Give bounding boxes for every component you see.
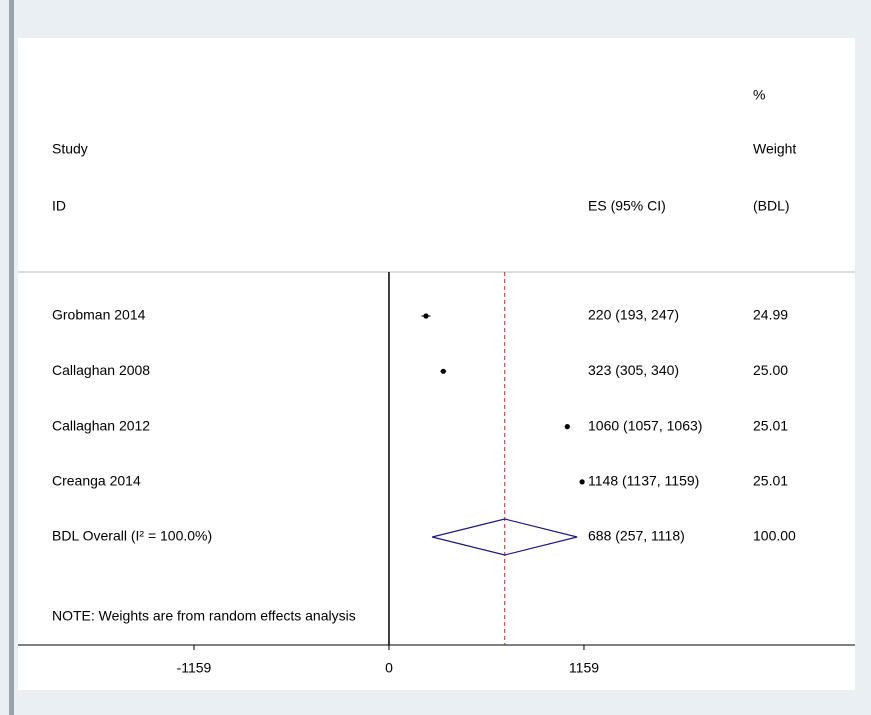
es-label: 688 (257, 1118) <box>588 528 685 544</box>
header-id: ID <box>52 198 66 214</box>
weight-label: 25.00 <box>753 362 788 378</box>
study-label: Callaghan 2008 <box>52 362 150 378</box>
header-weight: % <box>753 87 765 103</box>
es-label: 220 (193, 247) <box>588 307 679 323</box>
header-study: Study <box>52 141 88 157</box>
point-estimate <box>579 479 585 485</box>
weight-label: 100.00 <box>753 528 796 544</box>
es-label: 1148 (1137, 1159) <box>588 473 699 489</box>
x-tick-label: 0 <box>385 660 393 676</box>
header-weight: (BDL) <box>753 198 790 214</box>
side-strip <box>9 0 14 715</box>
es-label: 1060 (1057, 1063) <box>588 417 702 433</box>
weight-label: 25.01 <box>753 473 788 489</box>
x-tick-label: 1159 <box>569 660 599 676</box>
plot-panel <box>18 38 855 690</box>
es-label: 323 (305, 340) <box>588 362 679 378</box>
header-weight: Weight <box>753 141 796 157</box>
study-label: Grobman 2014 <box>52 307 146 323</box>
study-label: Callaghan 2012 <box>52 417 150 433</box>
point-estimate <box>440 368 446 374</box>
overall-diamond <box>432 518 578 556</box>
weight-label: 25.01 <box>753 417 788 433</box>
study-label: Creanga 2014 <box>52 473 141 489</box>
point-estimate <box>423 313 429 319</box>
overall-label: BDL Overall (I² = 100.0%) <box>52 528 212 544</box>
point-estimate <box>564 424 570 430</box>
weight-label: 24.99 <box>753 307 788 323</box>
header-es: ES (95% CI) <box>588 198 666 214</box>
x-tick-label: -1159 <box>177 660 212 676</box>
note: NOTE: Weights are from random effects an… <box>52 608 356 624</box>
